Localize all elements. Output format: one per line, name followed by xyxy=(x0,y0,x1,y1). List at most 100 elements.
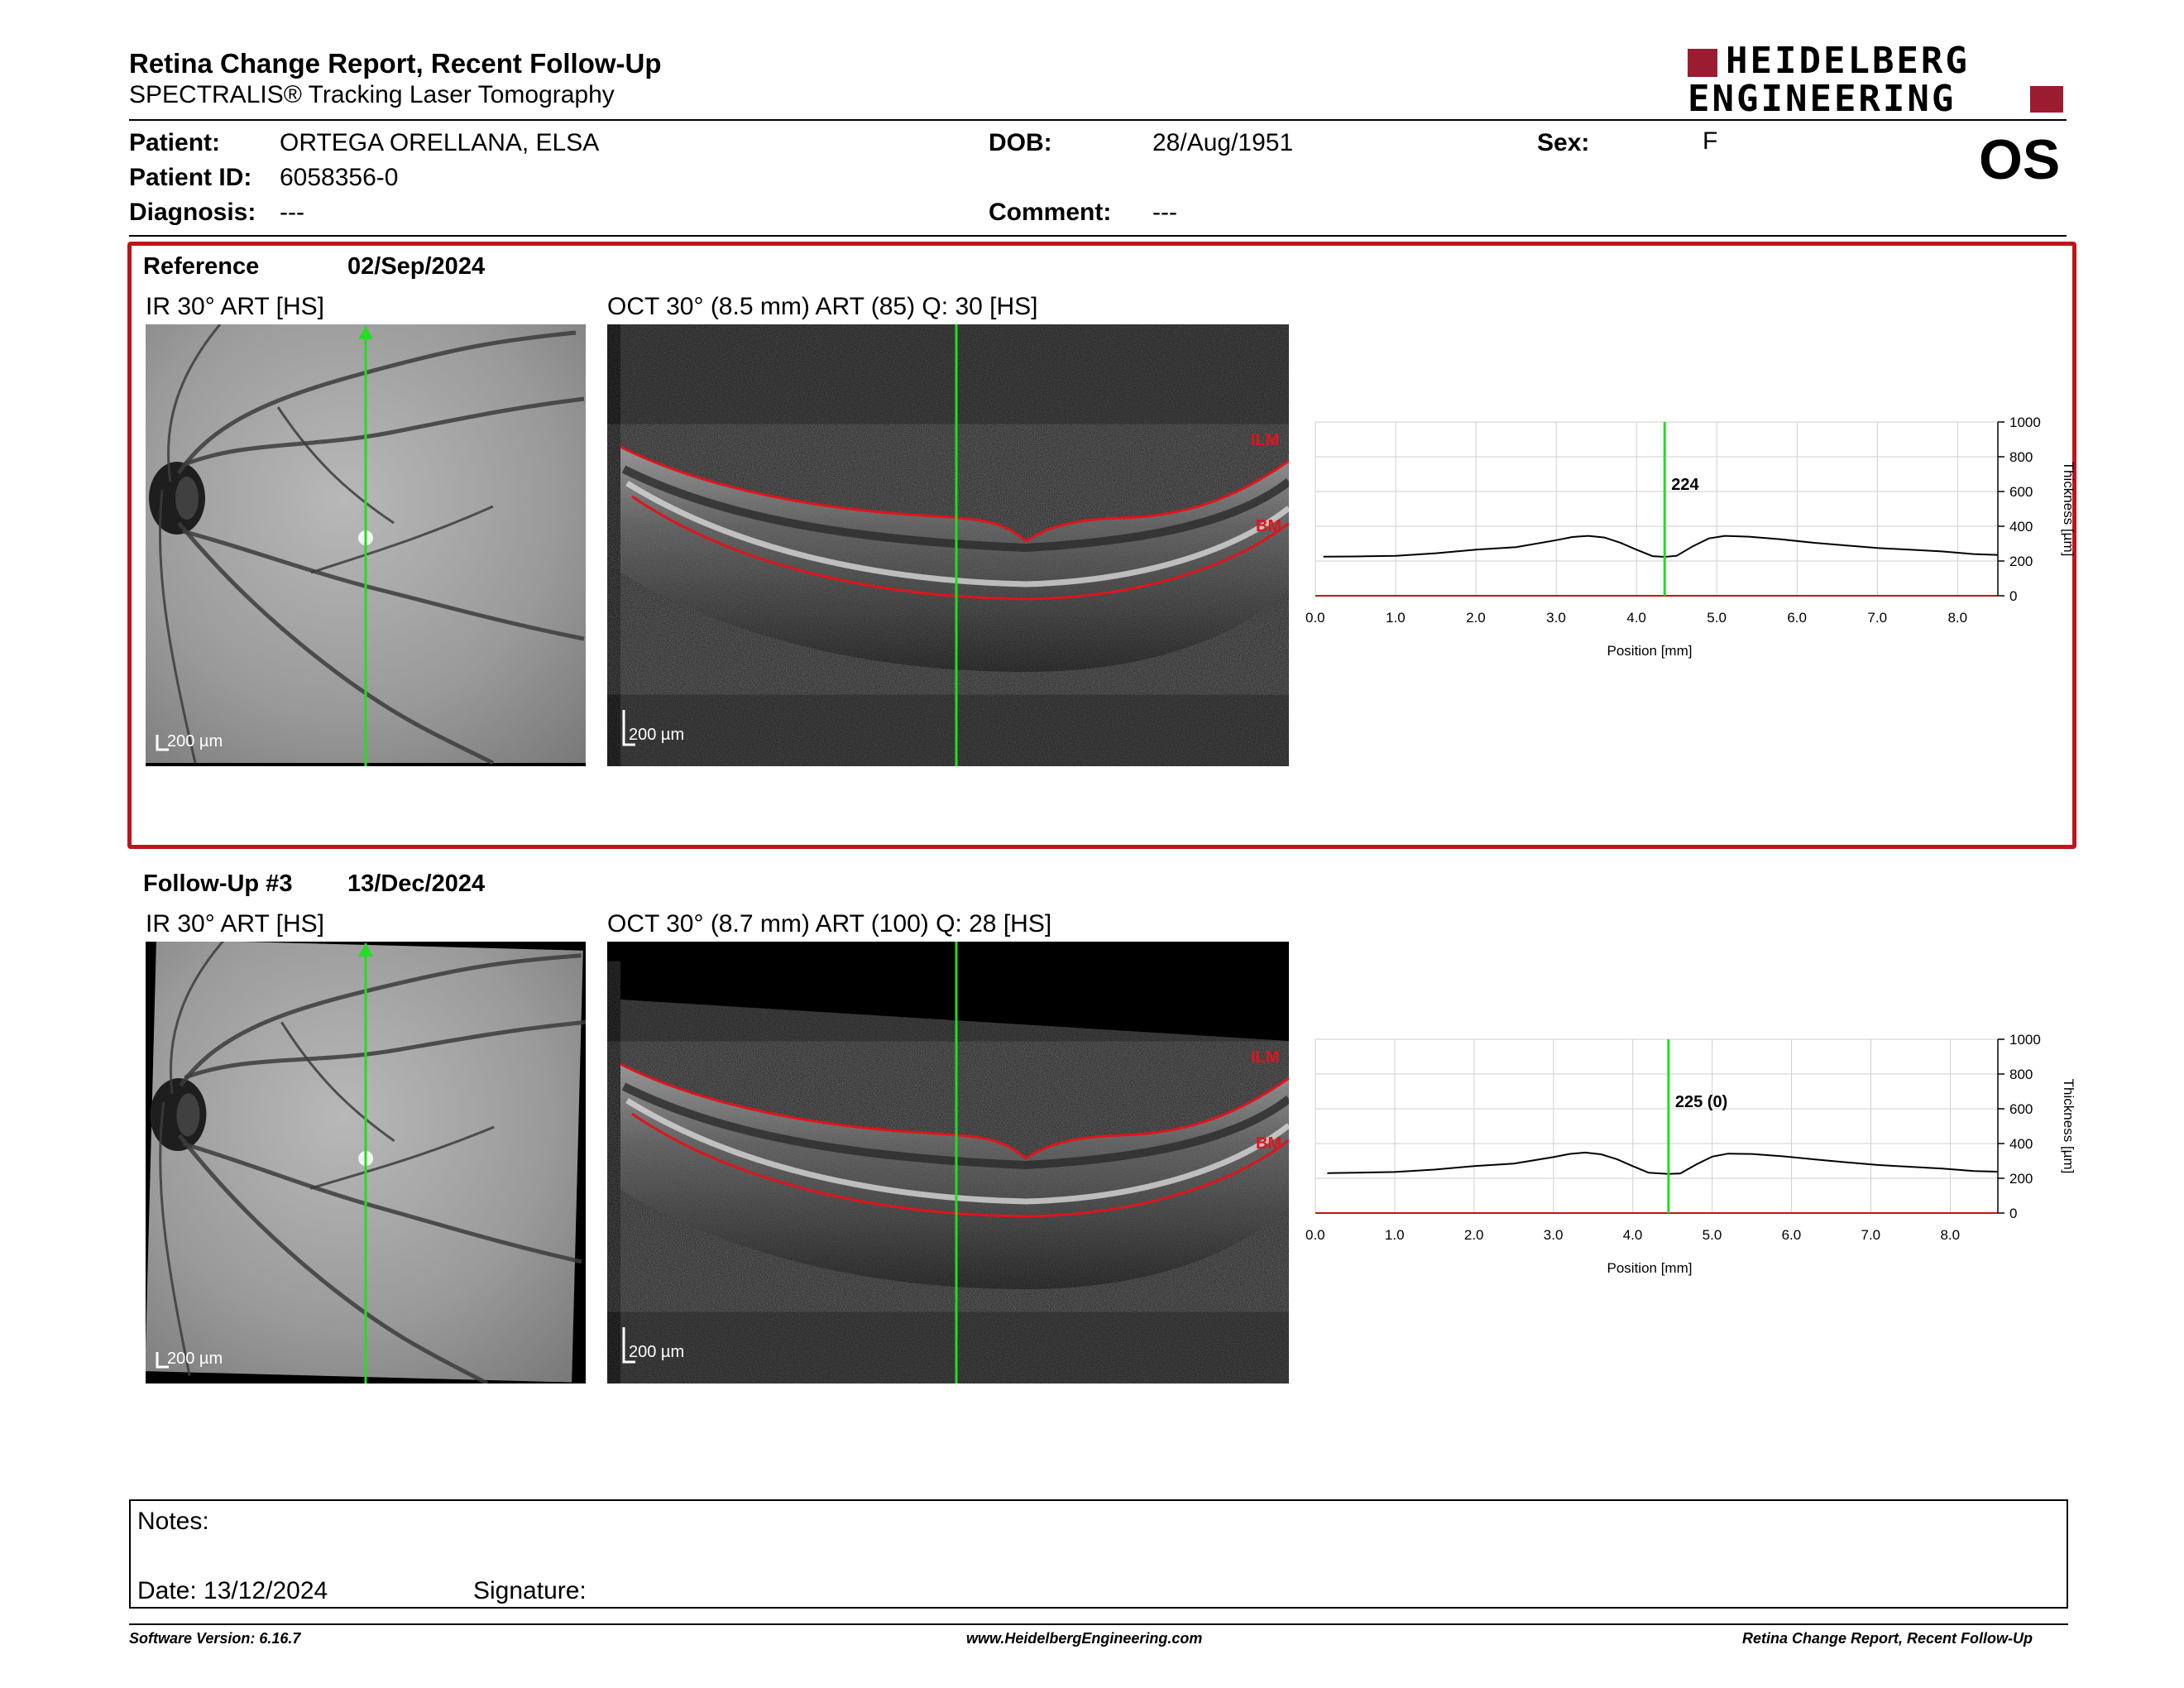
reference-date: 02/Sep/2024 xyxy=(347,253,486,280)
retinal-vessel xyxy=(159,1101,191,1376)
x-tick-label: 7.0 xyxy=(1867,610,1887,626)
thickness-chart: 0 200 400 600 800 1000 0.0 1.0 2.0 3.0 4.0 5.0 6.0 7.… xyxy=(1305,1032,2076,1276)
marker-value-label: 225 (0) xyxy=(1675,1093,1727,1111)
scale-bar xyxy=(156,735,169,751)
eye-label: OS xyxy=(1979,128,2061,191)
y-tick-label: 200 xyxy=(2009,554,2033,569)
marker-value-label: 224 xyxy=(1671,476,1699,494)
rpe-band xyxy=(625,481,1289,587)
oct-bscan-image: ILM BM 200 µm xyxy=(607,324,1289,766)
followup-label: Follow-Up #3 xyxy=(143,870,293,897)
y-tick-label: 800 xyxy=(2009,1067,2033,1082)
ilm-line xyxy=(620,445,1289,543)
oct-title: OCT 30° (8.7 mm) ART (100) Q: 28 [HS] xyxy=(607,910,1052,938)
ir-fundus-svg: 200 µm xyxy=(146,324,586,766)
x-tick-label: 0.0 xyxy=(1305,610,1325,626)
software-version: Software Version: 6.16.7 xyxy=(129,1630,301,1647)
retinal-vessel xyxy=(309,1125,495,1190)
diagnosis-label: Diagnosis: xyxy=(129,199,256,226)
ilm-line xyxy=(620,1062,1289,1160)
header-divider xyxy=(129,119,2067,121)
oct-bscan-svg: ILM BM 200 µm xyxy=(620,324,1289,766)
logo-square-bottom xyxy=(2030,86,2063,113)
scan-direction-arrow xyxy=(358,326,373,339)
logo-square-top xyxy=(1688,49,1717,77)
sex-value: F xyxy=(1703,127,1718,155)
oct-bscan-image: ILM BM 200 µm xyxy=(607,942,1289,1383)
scale-label: 200 µm xyxy=(629,726,684,744)
patient-label: Patient: xyxy=(129,129,221,156)
scale-label: 200 µm xyxy=(629,1343,684,1361)
date-label: Date: 13/12/2024 xyxy=(137,1577,328,1604)
x-axis-label: Position [mm] xyxy=(1607,1260,1693,1276)
oct-title: OCT 30° (8.5 mm) ART (85) Q: 30 [HS] xyxy=(607,293,1038,320)
ir-fundus-svg: 200 µm xyxy=(146,942,586,1383)
x-tick-label: 6.0 xyxy=(1782,1227,1802,1243)
scale-bar xyxy=(156,1352,169,1369)
ir-title: IR 30° ART [HS] xyxy=(146,293,324,320)
logo-text-1: HEIDELBERG xyxy=(1726,40,1970,82)
footer-report-name: Retina Change Report, Recent Follow-Up xyxy=(1742,1630,2033,1647)
scale-label: 200 µm xyxy=(167,1350,223,1368)
followup-section: Follow-Up #3 13/Dec/2024 IR 30° ART [HS]… xyxy=(0,866,2184,1461)
rpe-band xyxy=(625,1098,1289,1205)
plot-area xyxy=(1315,1038,1999,1214)
retinal-vessel xyxy=(177,521,495,765)
ir-fundus-image: 200 µm xyxy=(146,942,586,1383)
patient-name: ORTEGA ORELLANA, ELSA xyxy=(280,129,600,156)
signature-label: Signature: xyxy=(473,1577,587,1604)
retinal-vessel xyxy=(167,324,222,482)
retinal-vessel xyxy=(176,330,577,475)
y-axis-label: Thickness [µm] xyxy=(2061,462,2076,557)
scale-label: 200 µm xyxy=(167,732,223,750)
retinal-vessel xyxy=(280,1021,395,1143)
inner-layer-band xyxy=(621,1082,1289,1170)
y-tick-label: 0 xyxy=(2009,588,2017,604)
retinal-vessel xyxy=(184,1019,586,1080)
retinal-vessel xyxy=(276,406,395,525)
scan-direction-arrow xyxy=(358,943,373,957)
x-tick-label: 7.0 xyxy=(1861,1227,1881,1243)
x-tick-label: 0.0 xyxy=(1305,1227,1325,1243)
patient-id: 6058356-0 xyxy=(280,164,399,191)
x-tick-label: 4.0 xyxy=(1623,1227,1643,1243)
patient-id-label: Patient ID: xyxy=(129,164,252,191)
scale-bar xyxy=(622,1327,635,1364)
x-tick-label: 8.0 xyxy=(1947,610,1967,626)
sex-label: Sex: xyxy=(1537,129,1590,156)
comment-value: --- xyxy=(1152,199,1177,226)
x-tick-label: 2.0 xyxy=(1464,1227,1484,1243)
reference-frame xyxy=(127,242,2076,849)
y-axis-label: Thickness [µm] xyxy=(2061,1079,2076,1174)
optic-cup xyxy=(176,1093,200,1137)
plot-area xyxy=(1315,421,1999,597)
x-tick-label: 5.0 xyxy=(1707,610,1727,626)
footer-divider xyxy=(129,1623,2068,1625)
report-title: Retina Change Report, Recent Follow-Up xyxy=(129,48,662,79)
x-tick-label: 6.0 xyxy=(1787,610,1807,626)
retinal-vessel xyxy=(177,1134,489,1383)
y-tick-label: 200 xyxy=(2009,1171,2033,1187)
bm-line xyxy=(631,1112,1289,1218)
y-tick-label: 400 xyxy=(2009,519,2033,535)
website-link[interactable]: www.HeidelbergEngineering.com xyxy=(966,1630,1203,1647)
oct-blank-area xyxy=(620,942,1289,1041)
y-tick-label: 600 xyxy=(2009,484,2033,500)
diagnosis-value: --- xyxy=(280,199,304,226)
dob-value: 28/Aug/1951 xyxy=(1152,129,1294,156)
logo-text-2: ENGINEERING xyxy=(1688,78,1956,120)
reference-label: Reference xyxy=(143,253,260,280)
ir-fundus-image: 200 µm xyxy=(146,324,586,766)
retinal-vessel xyxy=(310,505,494,574)
fundus-image-group xyxy=(146,942,586,1383)
x-tick-label: 2.0 xyxy=(1466,610,1486,626)
optic-cup xyxy=(175,477,199,520)
notes-label: Notes: xyxy=(137,1508,209,1535)
followup-date: 13/Dec/2024 xyxy=(347,870,486,897)
y-tick-label: 600 xyxy=(2009,1101,2033,1117)
report-subtitle: SPECTRALIS® Tracking Laser Tomography xyxy=(129,81,615,108)
y-tick-label: 400 xyxy=(2009,1136,2033,1152)
patient-divider xyxy=(129,235,2067,237)
scale-bar xyxy=(622,710,635,746)
y-tick-label: 1000 xyxy=(2009,415,2041,430)
